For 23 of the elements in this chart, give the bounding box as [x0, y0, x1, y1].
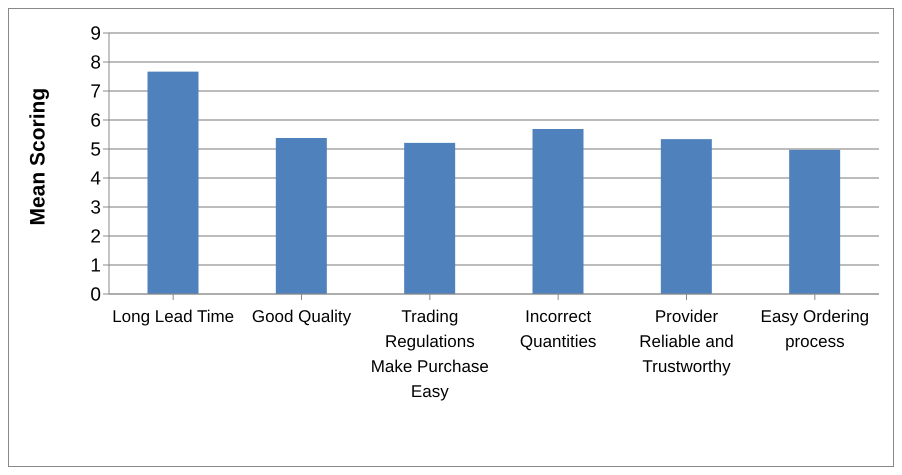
x-tick-label: Trading Regulations Make Purchase Easy	[370, 307, 489, 401]
y-tick-label: 6	[90, 110, 101, 132]
x-tick-label: Incorrect Quantities	[520, 307, 596, 351]
y-tick-label: 4	[90, 168, 102, 190]
y-tick-label: 7	[90, 82, 101, 103]
bar	[148, 72, 198, 294]
y-tick-label: 0	[90, 284, 101, 306]
x-tick-label: Long Lead Time	[112, 307, 234, 326]
y-tick-label: 1	[90, 256, 101, 277]
y-tick-label: 9	[90, 24, 101, 45]
bar	[276, 138, 327, 294]
y-axis-title: Mean Scoring	[26, 88, 50, 226]
bar	[789, 150, 840, 294]
bar	[404, 142, 456, 294]
x-tick-label: Provider Reliable and Trustworthy	[639, 307, 734, 376]
y-tick-label: 5	[90, 140, 101, 161]
bar	[532, 128, 584, 294]
x-tick-label: Easy Ordering process	[760, 307, 870, 351]
y-tick-label: 2	[90, 226, 101, 248]
x-tick-label: Good Quality	[252, 307, 352, 326]
y-tick-label: 3	[90, 198, 101, 219]
y-tick-label: 8	[90, 52, 101, 74]
bar	[660, 139, 712, 294]
